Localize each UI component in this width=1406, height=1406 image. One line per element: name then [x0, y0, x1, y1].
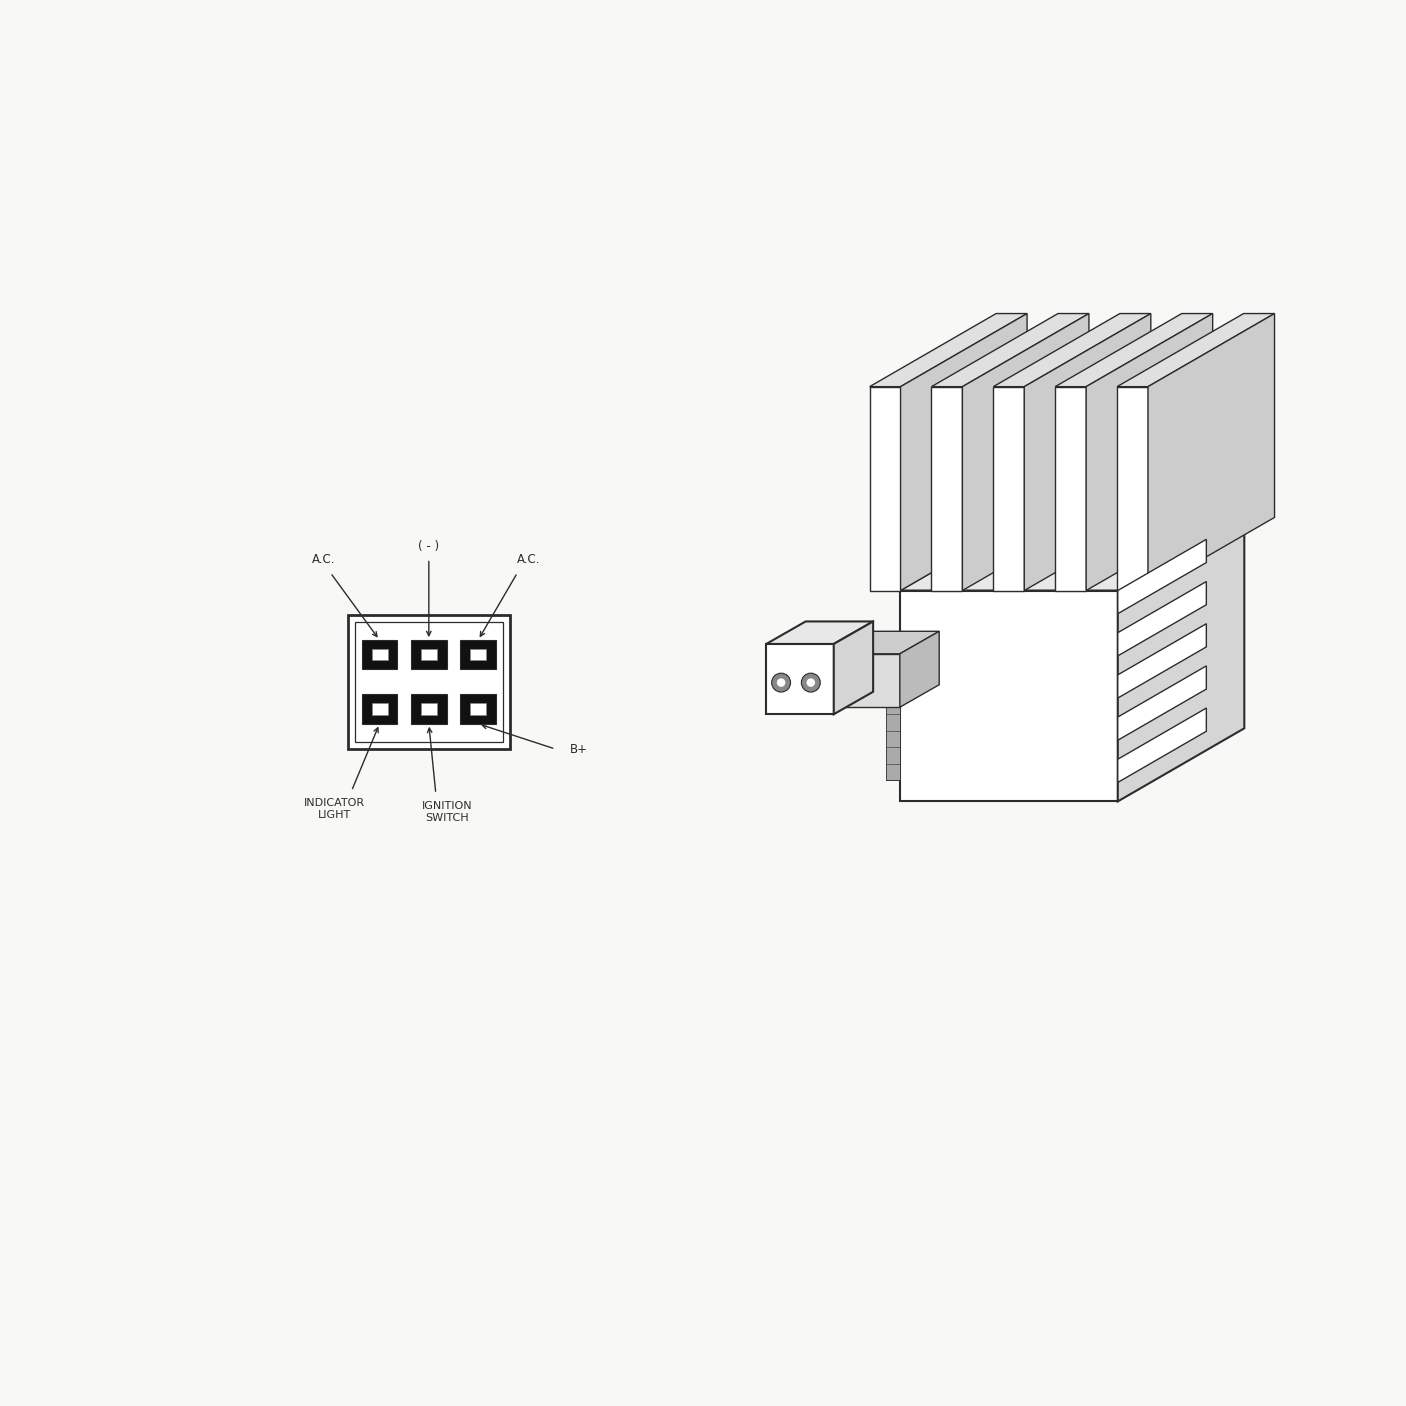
Polygon shape: [900, 631, 939, 707]
Polygon shape: [1087, 314, 1212, 591]
Circle shape: [807, 678, 815, 688]
FancyBboxPatch shape: [411, 695, 447, 724]
Polygon shape: [932, 314, 1090, 387]
Polygon shape: [1118, 540, 1206, 613]
Polygon shape: [1118, 517, 1244, 801]
Circle shape: [772, 673, 790, 692]
Polygon shape: [1118, 387, 1147, 591]
Polygon shape: [766, 644, 834, 714]
Polygon shape: [963, 314, 1090, 591]
FancyBboxPatch shape: [470, 703, 486, 714]
FancyBboxPatch shape: [411, 640, 447, 669]
FancyBboxPatch shape: [361, 640, 398, 669]
Polygon shape: [794, 654, 900, 707]
FancyBboxPatch shape: [460, 695, 496, 724]
FancyBboxPatch shape: [420, 650, 437, 661]
Text: IGNITION
SWITCH: IGNITION SWITCH: [422, 801, 472, 823]
Polygon shape: [1118, 582, 1206, 655]
Polygon shape: [834, 621, 873, 714]
Polygon shape: [794, 631, 939, 654]
FancyBboxPatch shape: [371, 650, 388, 661]
Polygon shape: [1118, 624, 1206, 697]
Text: A.C.: A.C.: [517, 553, 540, 565]
Polygon shape: [869, 387, 901, 591]
FancyBboxPatch shape: [361, 695, 398, 724]
Polygon shape: [1147, 314, 1275, 591]
Polygon shape: [901, 314, 1028, 591]
Polygon shape: [1118, 709, 1206, 782]
Polygon shape: [900, 517, 1244, 591]
FancyBboxPatch shape: [460, 640, 496, 669]
Circle shape: [801, 673, 820, 692]
FancyBboxPatch shape: [420, 703, 437, 714]
Polygon shape: [900, 591, 1118, 801]
Polygon shape: [994, 314, 1150, 387]
Polygon shape: [1118, 666, 1206, 740]
FancyBboxPatch shape: [470, 650, 486, 661]
Polygon shape: [766, 621, 873, 644]
Text: B+: B+: [569, 742, 588, 755]
FancyBboxPatch shape: [371, 703, 388, 714]
FancyBboxPatch shape: [886, 665, 900, 780]
Circle shape: [778, 678, 786, 688]
Polygon shape: [932, 387, 963, 591]
Text: INDICATOR
LIGHT: INDICATOR LIGHT: [304, 799, 366, 820]
Text: A.C.: A.C.: [312, 553, 335, 565]
Polygon shape: [994, 387, 1024, 591]
FancyBboxPatch shape: [349, 616, 510, 748]
Polygon shape: [1024, 314, 1150, 591]
Polygon shape: [1054, 314, 1212, 387]
Polygon shape: [869, 314, 1028, 387]
Polygon shape: [1118, 314, 1275, 387]
Polygon shape: [1054, 387, 1087, 591]
Text: ( - ): ( - ): [418, 540, 440, 553]
